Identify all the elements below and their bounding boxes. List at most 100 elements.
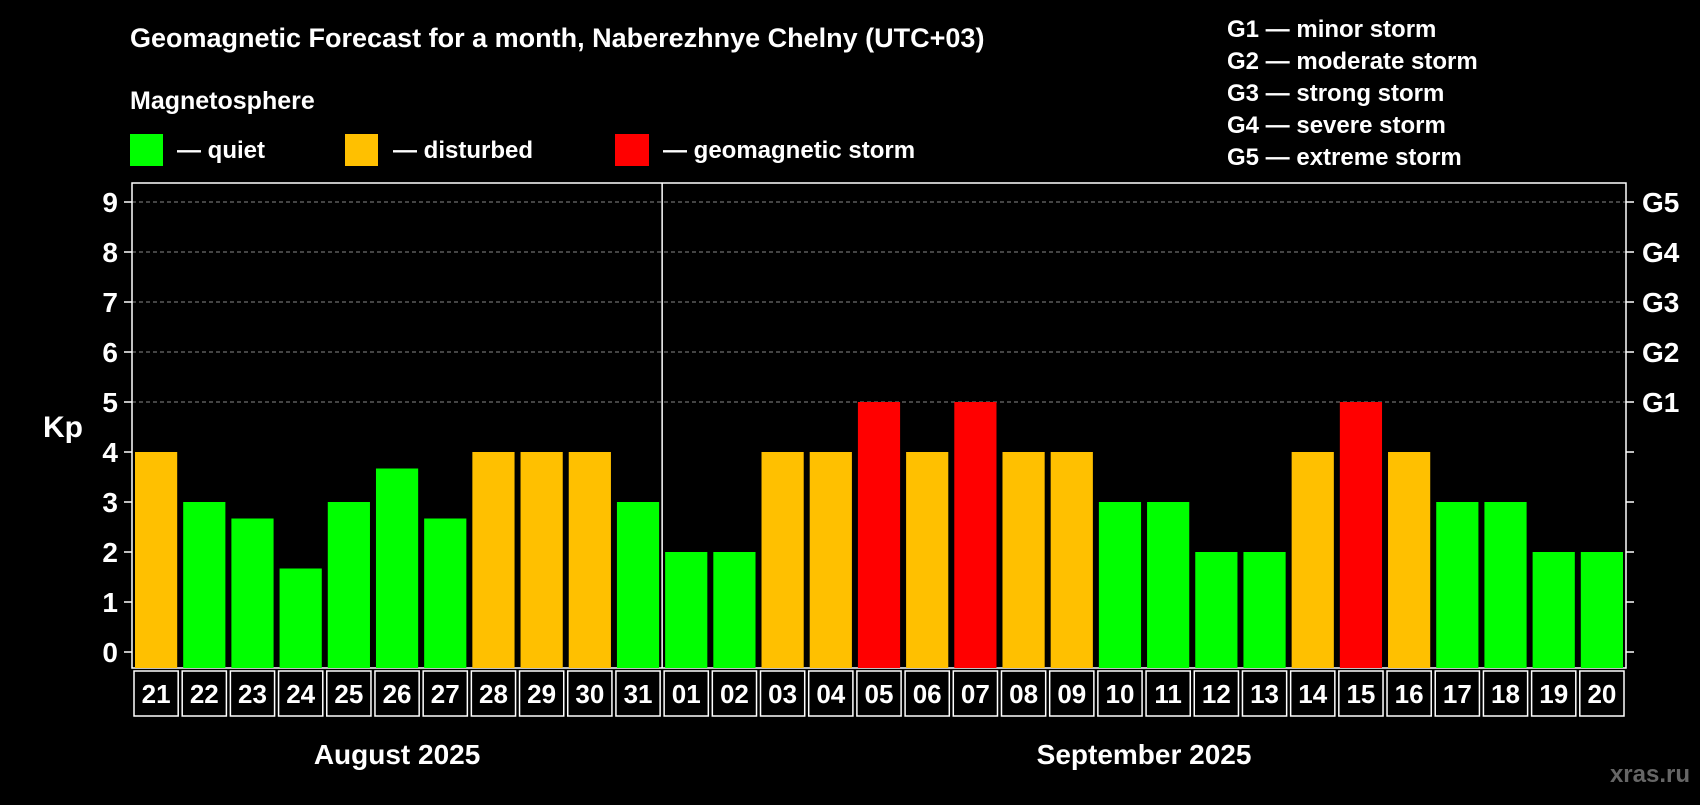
date-label-20: 20 <box>1587 679 1616 709</box>
y-axis-ticks: 0 1 2 3 4 5 6 7 8 9 <box>102 187 132 668</box>
date-label-09: 09 <box>1057 679 1086 709</box>
date-label-11: 11 <box>1154 679 1182 709</box>
date-cell-12 <box>1193 670 1240 717</box>
bar-18 <box>1484 502 1527 668</box>
grid-lines <box>131 182 1627 669</box>
date-label-15: 15 <box>1346 679 1375 709</box>
bar-23 <box>231 518 274 668</box>
date-cell-29 <box>518 670 565 717</box>
bar-20 <box>1580 552 1623 668</box>
date-cell-01 <box>663 670 710 717</box>
date-label-06: 06 <box>913 679 942 709</box>
y-axis-label: Kp <box>43 411 83 444</box>
date-label-16: 16 <box>1395 679 1424 709</box>
right-label-G5: G5 <box>1642 187 1679 218</box>
y-tick-label-1: 1 <box>102 587 118 618</box>
date-labels: 21 22 23 24 25 26 27 28 29 30 31 01 02 03 04 05 06 07 08 09… <box>133 670 1625 717</box>
bar-16 <box>1388 452 1431 668</box>
y-tick-label-0: 0 <box>102 637 118 668</box>
date-label-28: 28 <box>479 679 508 709</box>
date-cell-20 <box>1579 670 1625 717</box>
legend-quiet-label: — quiet <box>177 137 265 164</box>
month-labels: August 2025 September 2025 <box>314 739 1252 770</box>
bar-14 <box>1291 452 1334 668</box>
date-cell-05 <box>856 670 902 717</box>
month-label-0: August 2025 <box>314 739 481 770</box>
watermark: xras.ru <box>1610 761 1690 788</box>
bar-09 <box>1050 452 1093 668</box>
date-label-13: 13 <box>1250 679 1279 709</box>
legend-disturbed-swatch <box>345 134 378 166</box>
date-cell-23 <box>229 670 276 717</box>
right-label-G1: G1 <box>1642 387 1679 418</box>
bar-13 <box>1243 552 1286 668</box>
date-cell-18 <box>1482 670 1529 717</box>
right-label-G4: G4 <box>1642 237 1680 268</box>
bar-21 <box>135 452 178 668</box>
bar-05 <box>857 402 901 668</box>
bar-24 <box>279 568 322 668</box>
storm-scale-g2: G2 — moderate storm <box>1227 48 1478 75</box>
date-label-02: 02 <box>720 679 749 709</box>
date-cell-09 <box>1048 670 1095 717</box>
date-cell-15 <box>1338 670 1384 717</box>
y-tick-label-2: 2 <box>102 537 118 568</box>
magnetosphere-label: Magnetosphere <box>130 87 315 115</box>
storm-scale-g3: G3 — strong storm <box>1227 80 1444 107</box>
date-label-25: 25 <box>334 679 363 709</box>
date-cell-21 <box>133 670 179 717</box>
date-label-10: 10 <box>1106 679 1135 709</box>
chart-title: Geomagnetic Forecast for a month, Nabere… <box>130 23 984 53</box>
date-cell-02 <box>711 670 758 717</box>
date-cell-16 <box>1386 670 1432 717</box>
date-cell-31 <box>615 670 661 717</box>
date-label-30: 30 <box>575 679 604 709</box>
bar-15 <box>1339 402 1383 668</box>
bar-02 <box>713 552 756 668</box>
legend-quiet-swatch <box>130 134 163 166</box>
date-cell-13 <box>1241 670 1288 717</box>
bar-31 <box>616 502 660 668</box>
date-label-18: 18 <box>1491 679 1520 709</box>
date-cell-08 <box>1000 670 1047 717</box>
y-tick-label-3: 3 <box>102 487 118 518</box>
bar-27 <box>424 518 467 668</box>
y-tick-label-9: 9 <box>102 187 118 218</box>
date-label-24: 24 <box>286 679 315 709</box>
storm-scale-g5: G5 — extreme storm <box>1227 144 1462 171</box>
bar-17 <box>1436 502 1479 668</box>
y-tick-label-4: 4 <box>102 437 118 468</box>
date-cell-07 <box>952 670 999 717</box>
date-label-29: 29 <box>527 679 556 709</box>
bar-30 <box>568 452 611 668</box>
bar-12 <box>1195 552 1238 668</box>
date-label-07: 07 <box>961 679 990 709</box>
right-label-G2: G2 <box>1642 337 1679 368</box>
month-label-1: September 2025 <box>1037 739 1252 770</box>
date-cell-03 <box>759 670 806 717</box>
storm-scale-legend: G1 — minor storm G2 — moderate storm G3 … <box>1227 16 1478 171</box>
bar-07 <box>954 402 997 668</box>
legend: — quiet — disturbed — geomagnetic storm <box>130 134 915 166</box>
bar-03 <box>761 452 804 668</box>
bar-29 <box>520 452 563 668</box>
y-tick-label-7: 7 <box>102 287 118 318</box>
date-cell-26 <box>374 670 420 717</box>
bar-26 <box>375 468 419 668</box>
date-label-21: 21 <box>142 679 171 709</box>
date-label-01: 01 <box>672 679 701 709</box>
date-cell-22 <box>181 670 228 717</box>
right-axis: G1 G2 G3 G4 G5 <box>1626 187 1680 653</box>
date-label-03: 03 <box>768 679 797 709</box>
y-tick-label-6: 6 <box>102 337 118 368</box>
bars <box>135 402 1623 668</box>
date-cell-04 <box>807 670 854 717</box>
storm-scale-g1: G1 — minor storm <box>1227 16 1436 43</box>
date-cell-30 <box>566 670 613 717</box>
bar-11 <box>1147 502 1190 668</box>
date-label-17: 17 <box>1443 679 1472 709</box>
bar-19 <box>1532 552 1575 668</box>
bar-04 <box>809 452 852 668</box>
date-cell-11 <box>1145 670 1192 717</box>
